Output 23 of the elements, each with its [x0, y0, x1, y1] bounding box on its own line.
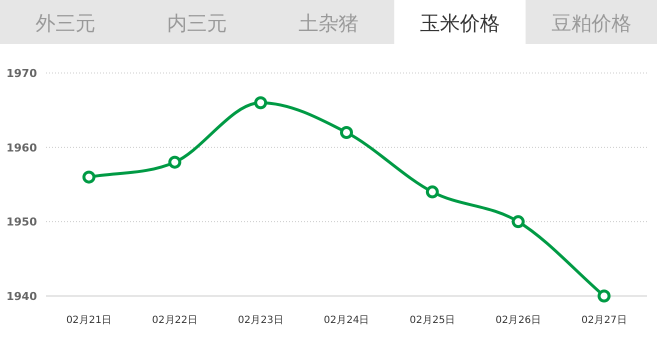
point: [340, 126, 353, 139]
x-tick-label: 02月24日: [324, 315, 370, 326]
x-tick-label: 02月25日: [410, 315, 456, 326]
x-tick-label: 02月23日: [238, 315, 284, 326]
x-tick-label: 02月26日: [495, 315, 541, 326]
point: [82, 170, 96, 184]
text: 外三元: [36, 11, 96, 35]
text: 豆粕价格: [551, 11, 632, 35]
point: [168, 156, 182, 169]
point: [598, 290, 611, 302]
y-tick-label: 1960: [6, 141, 38, 154]
point: [512, 215, 525, 228]
point: [254, 96, 268, 110]
x-tick-label: 02月22日: [152, 315, 198, 326]
text: 内三元: [167, 11, 228, 35]
point: [426, 185, 439, 198]
y-tick-label: 1950: [6, 216, 38, 229]
text: 土杂猪: [298, 11, 358, 35]
y-tick-label: 1970: [6, 67, 38, 80]
x-tick-label: 02月21日: [66, 315, 112, 326]
x-tick-label: 02月27日: [581, 315, 627, 326]
chart-title: 玉米价格: [420, 11, 500, 35]
y-tick-label: 1940: [6, 290, 38, 303]
